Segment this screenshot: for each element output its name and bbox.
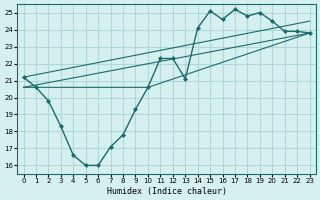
X-axis label: Humidex (Indice chaleur): Humidex (Indice chaleur) <box>107 187 227 196</box>
